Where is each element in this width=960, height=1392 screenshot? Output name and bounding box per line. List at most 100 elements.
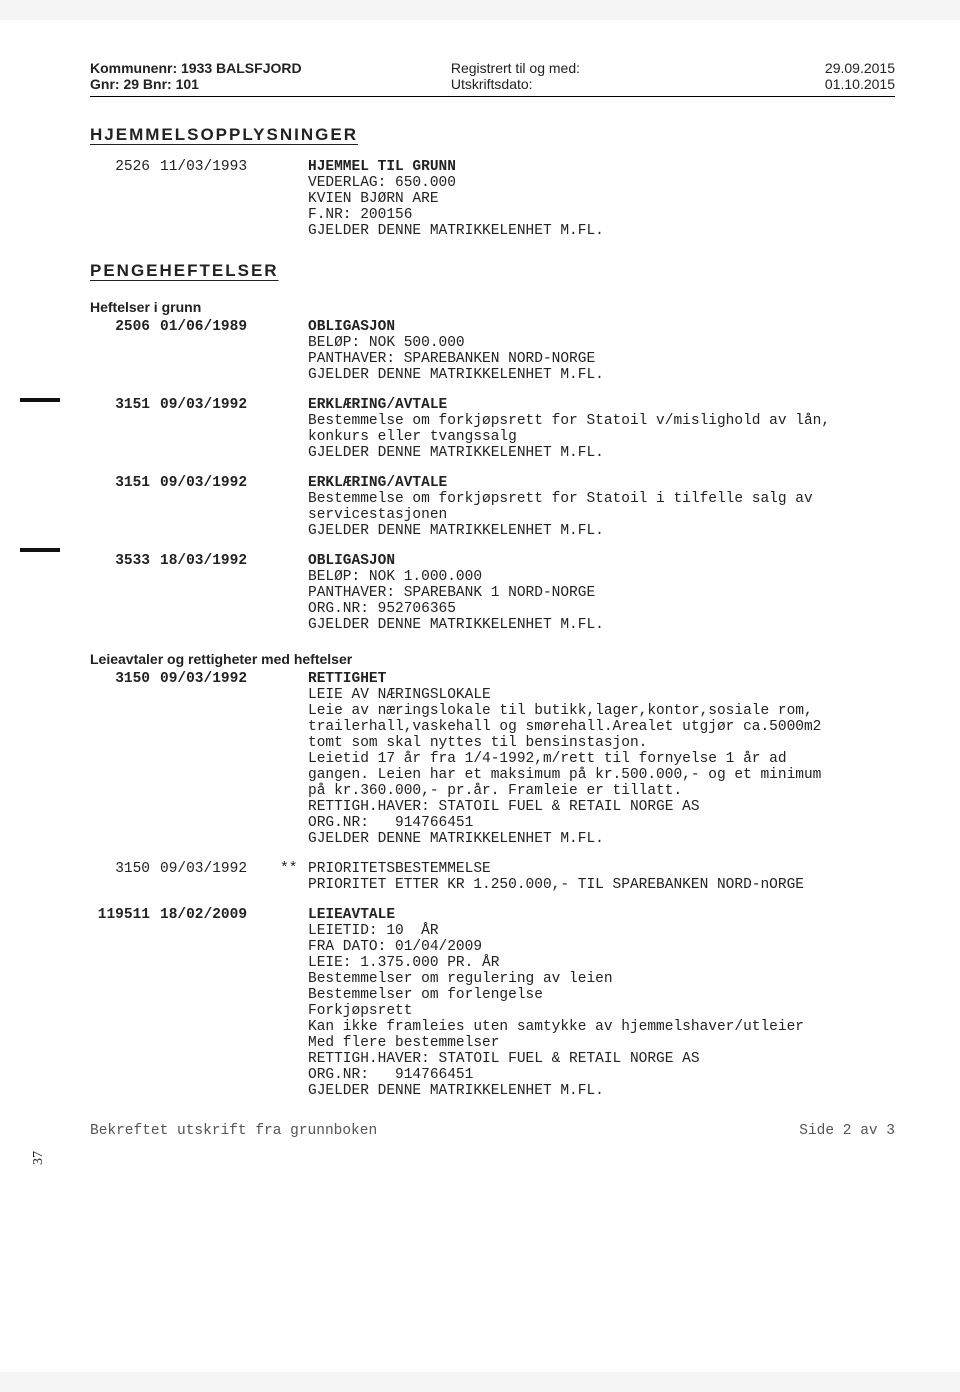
entry-line: LEIE AV NÆRINGSLOKALE [308, 687, 895, 703]
entry-line: ORG.NR: 952706365 [308, 601, 895, 617]
entry: 315109/03/1992 ERKLÆRING/AVTALEBestemmels… [90, 397, 895, 461]
entry-date: 11/03/1993 [160, 159, 280, 239]
entry-number: 119511 [90, 907, 160, 1099]
entry-line: på kr.360.000,- pr.år. Framleie er tilla… [308, 783, 895, 799]
entry-date: 09/03/1992 [160, 671, 280, 847]
entry-line: FRA DATO: 01/04/2009 [308, 939, 895, 955]
entry: 315109/03/1992 ERKLÆRING/AVTALEBestemmels… [90, 475, 895, 539]
entry-date: 09/03/1992 [160, 475, 280, 539]
entry-title: HJEMMEL TIL GRUNN [308, 159, 895, 175]
entry-mark [280, 397, 308, 461]
margin-tick [20, 398, 60, 402]
leie-list: 315009/03/1992RETTIGHETLEIE AV NÆRINGSLO… [90, 671, 895, 1099]
entry-line: Bestemmelse om forkjøpsrett for Statoil … [308, 413, 895, 429]
entry-line: servicestasjonen [308, 507, 895, 523]
entry-date: 01/06/1989 [160, 319, 280, 383]
entry-line: trailerhall,vaskehall og smørehall.Areal… [308, 719, 895, 735]
entry-mark [280, 475, 308, 539]
entry-line: ORG.NR: 914766451 [308, 815, 895, 831]
entry-line: GJELDER DENNE MATRIKKELENHET M.FL. [308, 831, 895, 847]
entry-date: 09/03/1992 [160, 397, 280, 461]
entry-body: ERKLÆRING/AVTALEBestemmelse om forkjøpsr… [308, 397, 895, 461]
entry-title: LEIEAVTALE [308, 907, 895, 923]
entry: 315009/03/1992**PRIORITETSBESTEMMELSEPRI… [90, 861, 895, 893]
entry-line: gangen. Leien har et maksimum på kr.500.… [308, 767, 895, 783]
entry-line: ORG.NR: 914766451 [308, 1067, 895, 1083]
entry-line: LEIE: 1.375.000 PR. ÅR [308, 955, 895, 971]
footer-left: Bekreftet utskrift fra grunnboken [90, 1123, 377, 1139]
entry-line: Leietid 17 år fra 1/4-1992,m/rett til fo… [308, 751, 895, 767]
utskrift-label: Utskriftsdato: [451, 76, 729, 92]
entry-number: 3150 [90, 861, 160, 893]
entry: 11951118/02/2009LEIEAVTALELEIETID: 10 ÅR… [90, 907, 895, 1099]
entry-body: PRIORITETSBESTEMMELSEPRIORITET ETTER KR … [308, 861, 895, 893]
entry-line: F.NR: 200156 [308, 207, 895, 223]
entry-mark [280, 553, 308, 633]
margin-page-number: 37 [31, 1151, 47, 1165]
entry-title: PRIORITETSBESTEMMELSE [308, 861, 895, 877]
entry-line: LEIETID: 10 ÅR [308, 923, 895, 939]
registrert-date: 29.09.2015 [728, 60, 895, 76]
entry-line: GJELDER DENNE MATRIKKELENHET M.FL. [308, 1083, 895, 1099]
entry-mark [280, 907, 308, 1099]
entry-body: RETTIGHETLEIE AV NÆRINGSLOKALELeie av næ… [308, 671, 895, 847]
entry-body: OBLIGASJONBELØP: NOK 1.000.000PANTHAVER:… [308, 553, 895, 633]
entry-number: 2506 [90, 319, 160, 383]
entry-line: Bestemmelser om regulering av leien [308, 971, 895, 987]
entry-title: OBLIGASJON [308, 553, 895, 569]
entry-line: konkurs eller tvangssalg [308, 429, 895, 445]
entry-body: LEIEAVTALELEIETID: 10 ÅRFRA DATO: 01/04/… [308, 907, 895, 1099]
entry-line: Kan ikke framleies uten samtykke av hjem… [308, 1019, 895, 1035]
utskrift-date: 01.10.2015 [728, 76, 895, 92]
entry-line: Forkjøpsrett [308, 1003, 895, 1019]
entry-date: 09/03/1992 [160, 861, 280, 893]
entry-line: tomt som skal nyttes til bensinstasjon. [308, 735, 895, 751]
hjemmel-entry: 2526 11/03/1993 HJEMMEL TIL GRUNN VEDERL… [90, 159, 895, 239]
entry-line: BELØP: NOK 500.000 [308, 335, 895, 351]
entry-title: RETTIGHET [308, 671, 895, 687]
footer-right: Side 2 av 3 [799, 1123, 895, 1139]
entry-body: HJEMMEL TIL GRUNN VEDERLAG: 650.000 KVIE… [308, 159, 895, 239]
entry-date: 18/03/1992 [160, 553, 280, 633]
entry-line: GJELDER DENNE MATRIKKELENHET M.FL. [308, 367, 895, 383]
margin-tick [20, 548, 60, 552]
entry-body: OBLIGASJONBELØP: NOK 500.000PANTHAVER: S… [308, 319, 895, 383]
section-hjemmel-title: HJEMMELSOPPLYSNINGER [90, 125, 895, 145]
entry-number: 3151 [90, 397, 160, 461]
entry-line: BELØP: NOK 1.000.000 [308, 569, 895, 585]
kommune-label: Kommunenr: 1933 BALSFJORD [90, 60, 451, 76]
heftelser-list: 250601/06/1989OBLIGASJONBELØP: NOK 500.0… [90, 319, 895, 633]
entry-line: Bestemmelser om forlengelse [308, 987, 895, 1003]
entry-number: 3533 [90, 553, 160, 633]
entry-title: ERKLÆRING/AVTALE [308, 475, 895, 491]
entry-mark [280, 159, 308, 239]
entry-line: PANTHAVER: SPAREBANKEN NORD-NORGE [308, 351, 895, 367]
entry-line: VEDERLAG: 650.000 [308, 175, 895, 191]
entry: 353318/03/1992 OBLIGASJONBELØP: NOK 1.000… [90, 553, 895, 633]
entry-line: Leie av næringslokale til butikk,lager,k… [308, 703, 895, 719]
entry-line: RETTIGH.HAVER: STATOIL FUEL & RETAIL NOR… [308, 1051, 895, 1067]
entry-line: Bestemmelse om forkjøpsrett for Statoil … [308, 491, 895, 507]
entry: 250601/06/1989 OBLIGASJONBELØP: NOK 500.0… [90, 319, 895, 383]
entry: 315009/03/1992RETTIGHETLEIE AV NÆRINGSLO… [90, 671, 895, 847]
entry-number: 2526 [90, 159, 160, 239]
registrert-label: Registrert til og med: [451, 60, 729, 76]
entry-number: 3150 [90, 671, 160, 847]
page-footer: Bekreftet utskrift fra grunnboken Side 2… [90, 1123, 895, 1139]
page: 37 Kommunenr: 1933 BALSFJORD Gnr: 29 Bnr… [0, 20, 960, 1372]
entry-number: 3151 [90, 475, 160, 539]
entry-line: RETTIGH.HAVER: STATOIL FUEL & RETAIL NOR… [308, 799, 895, 815]
entry-body: ERKLÆRING/AVTALEBestemmelse om forkjøpsr… [308, 475, 895, 539]
entry-title: OBLIGASJON [308, 319, 895, 335]
entry-line: PANTHAVER: SPAREBANK 1 NORD-NORGE [308, 585, 895, 601]
entry-date: 18/02/2009 [160, 907, 280, 1099]
entry-line: GJELDER DENNE MATRIKKELENHET M.FL. [308, 223, 895, 239]
entry-mark [280, 671, 308, 847]
entry-line: Med flere bestemmelser [308, 1035, 895, 1051]
entry-line: GJELDER DENNE MATRIKKELENHET M.FL. [308, 523, 895, 539]
gnr-bnr-label: Gnr: 29 Bnr: 101 [90, 76, 451, 92]
subhead-leie: Leieavtaler og rettigheter med heftelser [90, 651, 895, 667]
section-penge-title: PENGEHEFTELSER [90, 261, 895, 281]
entry-line: KVIEN BJØRN ARE [308, 191, 895, 207]
entry-title: ERKLÆRING/AVTALE [308, 397, 895, 413]
